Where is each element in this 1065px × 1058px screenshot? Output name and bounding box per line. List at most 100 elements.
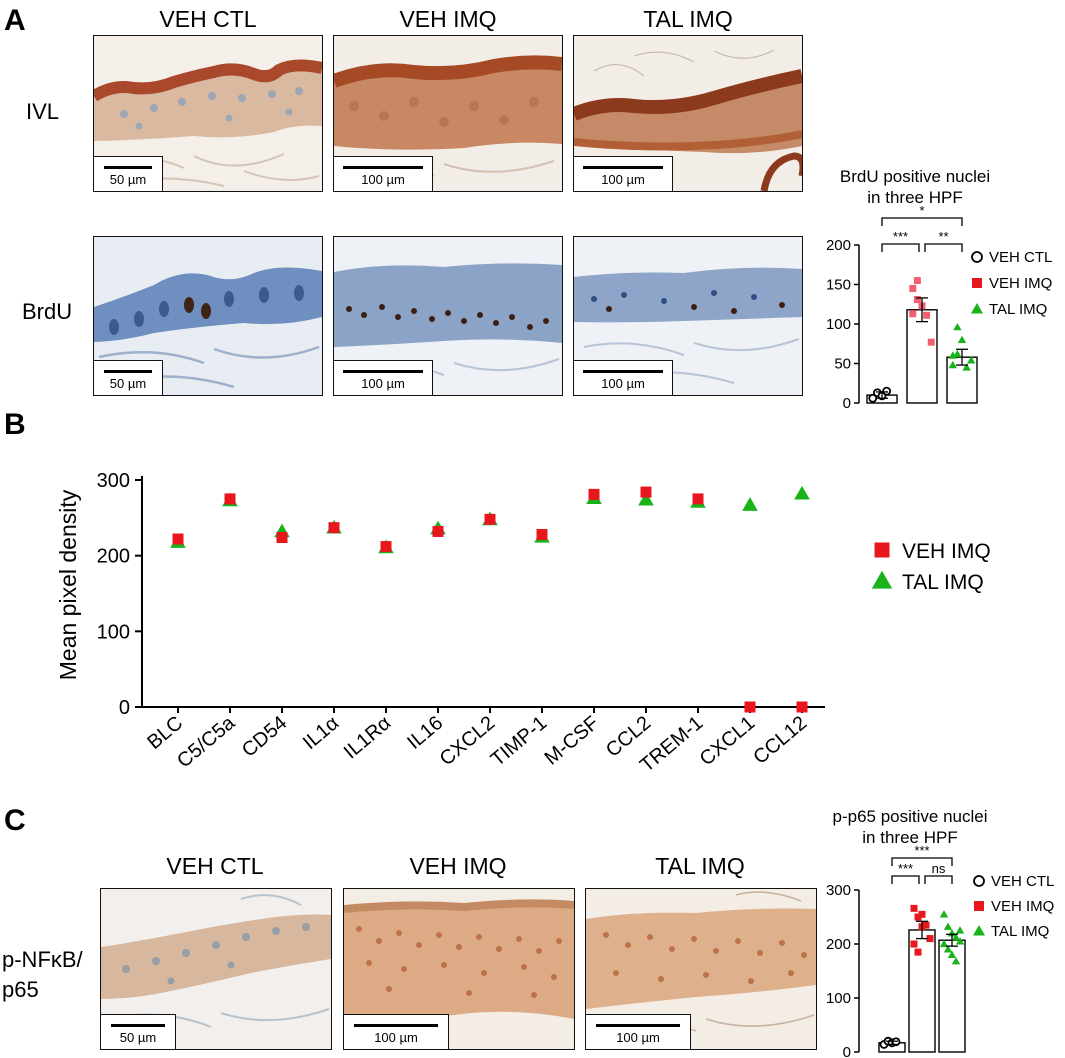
legend-label: TAL IMQ	[991, 923, 1049, 940]
panel-c-letter: C	[4, 804, 26, 837]
scalebar-label: 50 µm	[109, 376, 147, 391]
significance-label: ***	[893, 229, 908, 244]
y-tick-label: 200	[826, 237, 851, 254]
chart-cytokine-ylabel: Mean pixel density	[55, 489, 81, 680]
data-point	[909, 284, 917, 292]
data-point	[943, 945, 953, 953]
micrograph-ivl-veh-ctl: 50 µm	[93, 35, 323, 192]
data-point	[948, 351, 957, 359]
scalebar-line	[343, 166, 423, 169]
data-point-veh-imq	[588, 488, 600, 500]
scalebar-c-veh-ctl: 50 µm	[101, 1014, 176, 1049]
micrograph-ivl-tal-imq: 100 µm	[573, 35, 803, 192]
x-tick-label: M-CSF	[541, 712, 604, 770]
data-point-veh-imq	[172, 533, 184, 545]
y-tick-label: 0	[843, 395, 851, 412]
data-point	[957, 335, 967, 343]
scalebar-b-veh-ctl: 50 µm	[94, 360, 163, 395]
scalebar-label: 100 µm	[361, 172, 405, 187]
scalebar-b-veh-imq: 100 µm	[334, 360, 433, 395]
scalebar-a-veh-ctl: 50 µm	[94, 156, 163, 191]
significance-label: ***	[898, 861, 913, 876]
col-header-c-tal-imq: TAL IMQ	[655, 853, 745, 879]
legend-marker	[972, 278, 982, 288]
data-point	[953, 322, 962, 331]
x-tick-label: IL1Rα	[340, 712, 395, 763]
data-point	[951, 933, 961, 941]
y-tick-label: 50	[834, 356, 851, 373]
y-tick-label: 0	[119, 697, 130, 719]
scalebar-line	[583, 166, 663, 169]
significance-label: **	[938, 229, 948, 244]
data-point	[943, 922, 953, 930]
significance-bracket	[881, 243, 920, 252]
x-tick-label: BLC	[143, 712, 187, 754]
micrograph-brdu-veh-imq: 100 µm	[333, 236, 563, 396]
data-point-tal-imq	[638, 491, 654, 506]
scalebar-line	[104, 166, 152, 169]
y-tick-label: 100	[826, 316, 851, 333]
x-tick-label: CD54	[238, 712, 291, 762]
x-tick-label: CXCL2	[436, 712, 500, 770]
scalebar-b-tal-imq: 100 µm	[574, 360, 673, 395]
data-point-veh-imq	[484, 513, 496, 525]
data-point	[914, 913, 922, 921]
row-label-pnfkb-2: p65	[2, 977, 39, 1002]
col-header-veh-imq: VEH IMQ	[399, 6, 497, 32]
data-point-veh-imq	[640, 486, 652, 498]
panel-b-letter: B	[4, 408, 26, 441]
legend-marker	[973, 925, 985, 936]
legend-label: VEH CTL	[991, 873, 1054, 890]
legend-marker	[971, 251, 983, 263]
scalebar-line	[596, 1024, 680, 1027]
data-point	[926, 935, 934, 943]
legend-marker	[874, 542, 890, 558]
y-tick-label: 300	[826, 882, 851, 899]
scalebar-label: 100 µm	[374, 1030, 418, 1045]
legend-label: TAL IMQ	[989, 301, 1047, 318]
scalebar-line	[111, 1024, 165, 1027]
data-point	[955, 926, 965, 934]
micrograph-pp65-veh-ctl: 50 µm	[100, 888, 332, 1050]
scalebar-c-veh-imq: 100 µm	[344, 1014, 449, 1049]
data-point	[913, 296, 921, 304]
data-point	[923, 311, 931, 319]
data-point	[913, 277, 921, 285]
data-point	[939, 910, 949, 918]
y-tick-label: 300	[97, 470, 130, 492]
col-header-veh-ctl: VEH CTL	[159, 6, 257, 32]
significance-bracket	[924, 875, 953, 884]
data-point-veh-imq	[536, 528, 548, 540]
y-tick-label: 100	[97, 621, 130, 643]
data-point-tal-imq	[742, 497, 758, 511]
micrograph-ivl-veh-imq: 100 µm	[333, 35, 563, 192]
data-point	[914, 948, 922, 956]
col-header-tal-imq: TAL IMQ	[643, 6, 733, 32]
chart-pp65: p-p65 positive nuclei in three HPF 0 100 2…	[826, 807, 1054, 1058]
scalebar-label: 100 µm	[361, 376, 405, 391]
col-header-c-veh-imq: VEH IMQ	[409, 853, 507, 879]
micrograph-brdu-veh-ctl: 50 µm	[93, 236, 323, 396]
data-point	[948, 360, 957, 369]
data-point-veh-imq	[328, 522, 340, 534]
significance-bracket	[891, 875, 920, 884]
scalebar-a-tal-imq: 100 µm	[574, 156, 673, 191]
legend-label: VEH IMQ	[991, 898, 1054, 915]
data-point	[918, 910, 926, 918]
significance-bracket	[881, 217, 963, 226]
legend-label: VEH IMQ	[989, 275, 1052, 292]
y-tick-label: 200	[826, 936, 851, 953]
chart-brdu-title-2: in three HPF	[867, 188, 962, 207]
scalebar-label: 100 µm	[616, 1030, 660, 1045]
significance-label: *	[919, 203, 924, 218]
scalebar-label: 100 µm	[601, 172, 645, 187]
data-point	[910, 904, 918, 912]
legend-marker	[971, 303, 983, 314]
micrograph-pp65-veh-imq: 100 µm	[343, 888, 575, 1050]
scalebar-line	[104, 370, 152, 373]
panel-a-letter: A	[4, 4, 26, 37]
y-tick-label: 0	[843, 1044, 851, 1058]
legend-marker	[974, 901, 984, 911]
